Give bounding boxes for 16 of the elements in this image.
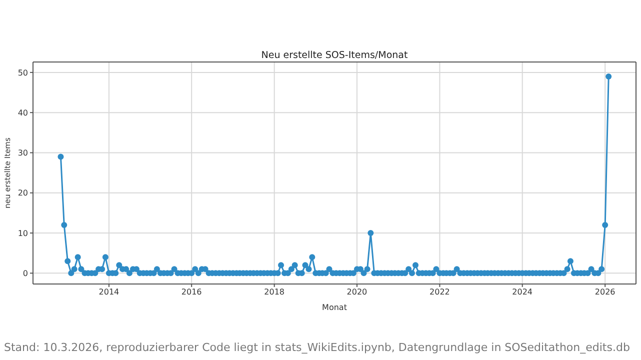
y-tick-label: 10 — [18, 228, 28, 238]
text: Stand: 10.3.2026, reproduzierbarer Code liegt in stats_WikiEdits.ipynb, Datengrundlage in SOSeditathon_edits.db — [4, 341, 630, 354]
chart-title: Neu erstellte SOS-Items/Monat — [260, 50, 409, 61]
x-tick-label: 2014 — [98, 288, 120, 297]
x-tick-label: 2022 — [430, 288, 450, 297]
x-tick-label: 2020 — [346, 288, 368, 297]
x-axis-title: Monat — [322, 303, 347, 312]
x-tick-label: 2024 — [512, 288, 533, 297]
x-tick-label: 2018 — [264, 288, 285, 297]
y-tick-label: 50 — [18, 68, 28, 78]
x-tick-label: 2016 — [181, 288, 202, 297]
x-tick-label: 2026 — [594, 288, 616, 297]
y-tick-label: 20 — [18, 188, 28, 198]
y-tick-label: 0 — [22, 269, 28, 278]
y-tick-label: 30 — [18, 148, 28, 158]
y-tick-label: 40 — [18, 108, 28, 118]
